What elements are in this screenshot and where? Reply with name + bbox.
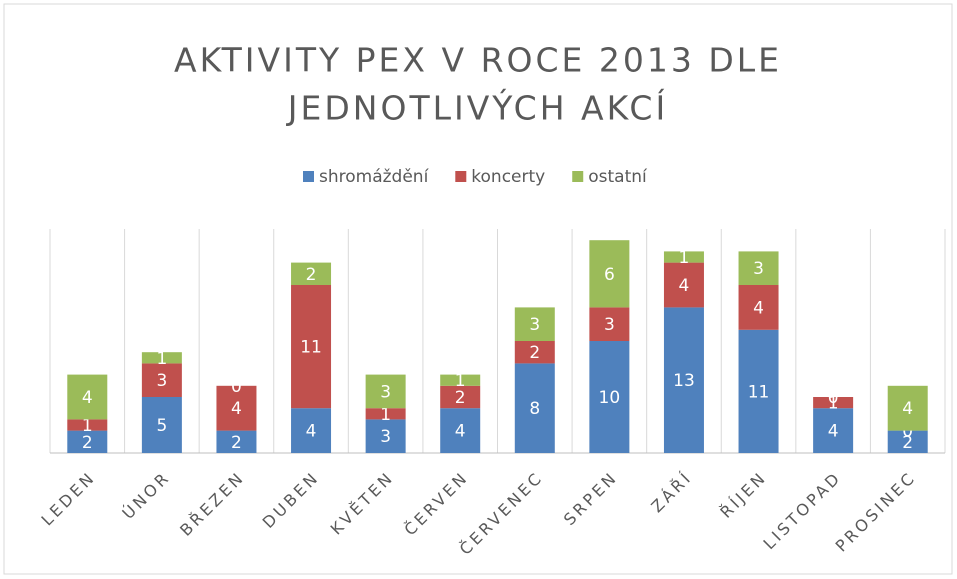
data-label: 1 — [828, 394, 839, 414]
chart-title: JEDNOTLIVÝCH AKCÍ — [286, 88, 668, 128]
legend-label: shromáždění — [319, 167, 430, 187]
data-label: 0 — [828, 388, 839, 408]
bar-segment — [141, 352, 182, 364]
data-label: 2 — [231, 433, 242, 453]
legend-swatch — [303, 171, 314, 182]
bar-segment — [589, 240, 630, 308]
data-label: 4 — [306, 422, 317, 442]
legend-swatch — [572, 171, 584, 182]
data-label: 1 — [679, 248, 690, 268]
bar-segment — [365, 374, 406, 409]
legend-label: ostatní — [588, 167, 648, 187]
data-label: 0 — [902, 422, 913, 442]
data-label: 4 — [828, 422, 839, 442]
bar-segment — [514, 307, 555, 341]
bar-segment — [67, 419, 108, 431]
bar-segment — [440, 385, 481, 409]
data-label: 3 — [380, 382, 391, 402]
bar-segment — [67, 374, 108, 420]
data-label: 4 — [455, 422, 466, 442]
data-label: 3 — [604, 315, 615, 335]
data-label: 2 — [902, 433, 913, 453]
data-label: 3 — [380, 427, 391, 447]
bar-segment — [291, 262, 332, 285]
bar-segment — [141, 363, 182, 397]
data-label: 1 — [380, 405, 391, 425]
data-label: 4 — [753, 298, 764, 318]
bar-segment — [67, 430, 108, 453]
data-label: 4 — [902, 399, 913, 419]
data-label: 1 — [156, 349, 167, 369]
data-label: 4 — [82, 388, 93, 408]
data-label: 3 — [753, 259, 764, 279]
data-label: 11 — [300, 338, 322, 358]
bar-segment — [663, 262, 704, 308]
data-label: 2 — [455, 388, 466, 408]
bar-segment — [887, 430, 928, 453]
bar-segment — [440, 374, 481, 386]
data-label: 4 — [231, 399, 242, 419]
data-label: 13 — [673, 371, 695, 391]
data-label: 10 — [599, 388, 621, 408]
bar-segment — [589, 307, 630, 341]
bar-segment — [887, 385, 928, 431]
bar-segment — [365, 408, 406, 420]
bar-segment — [365, 419, 406, 453]
bar-segment — [589, 341, 630, 453]
bar-segment — [216, 430, 257, 453]
data-label: 0 — [231, 377, 242, 397]
data-label: 2 — [529, 343, 540, 363]
bar-segment — [141, 397, 182, 453]
data-label: 8 — [529, 399, 540, 419]
data-label: 3 — [156, 371, 167, 391]
legend-swatch — [455, 171, 467, 182]
data-label: 3 — [529, 315, 540, 335]
bar-segment — [663, 307, 704, 453]
data-label: 11 — [748, 382, 770, 402]
data-label: 2 — [306, 265, 317, 285]
chart-title: AKTIVITY PEX V ROCE 2013 DLE — [174, 41, 782, 80]
data-label: 5 — [156, 416, 167, 436]
legend-label: koncerty — [471, 167, 545, 187]
bar-segment — [738, 251, 779, 285]
bar-segment — [291, 285, 332, 409]
chart-border — [3, 3, 953, 575]
bar-segment — [738, 329, 779, 453]
data-label: 6 — [604, 265, 615, 285]
bar-segment — [514, 363, 555, 453]
data-label: 2 — [82, 433, 93, 453]
data-label: 1 — [455, 371, 466, 391]
bar-segment — [216, 385, 257, 431]
data-label: 1 — [82, 416, 93, 436]
bar-segment — [663, 251, 704, 263]
bar-segment — [738, 285, 779, 330]
bar-segment — [440, 408, 481, 453]
bar-segment — [291, 408, 332, 453]
bar-segment — [813, 408, 854, 453]
data-label: 4 — [679, 276, 690, 296]
bar-segment — [514, 341, 555, 364]
bar-segment — [813, 397, 854, 409]
